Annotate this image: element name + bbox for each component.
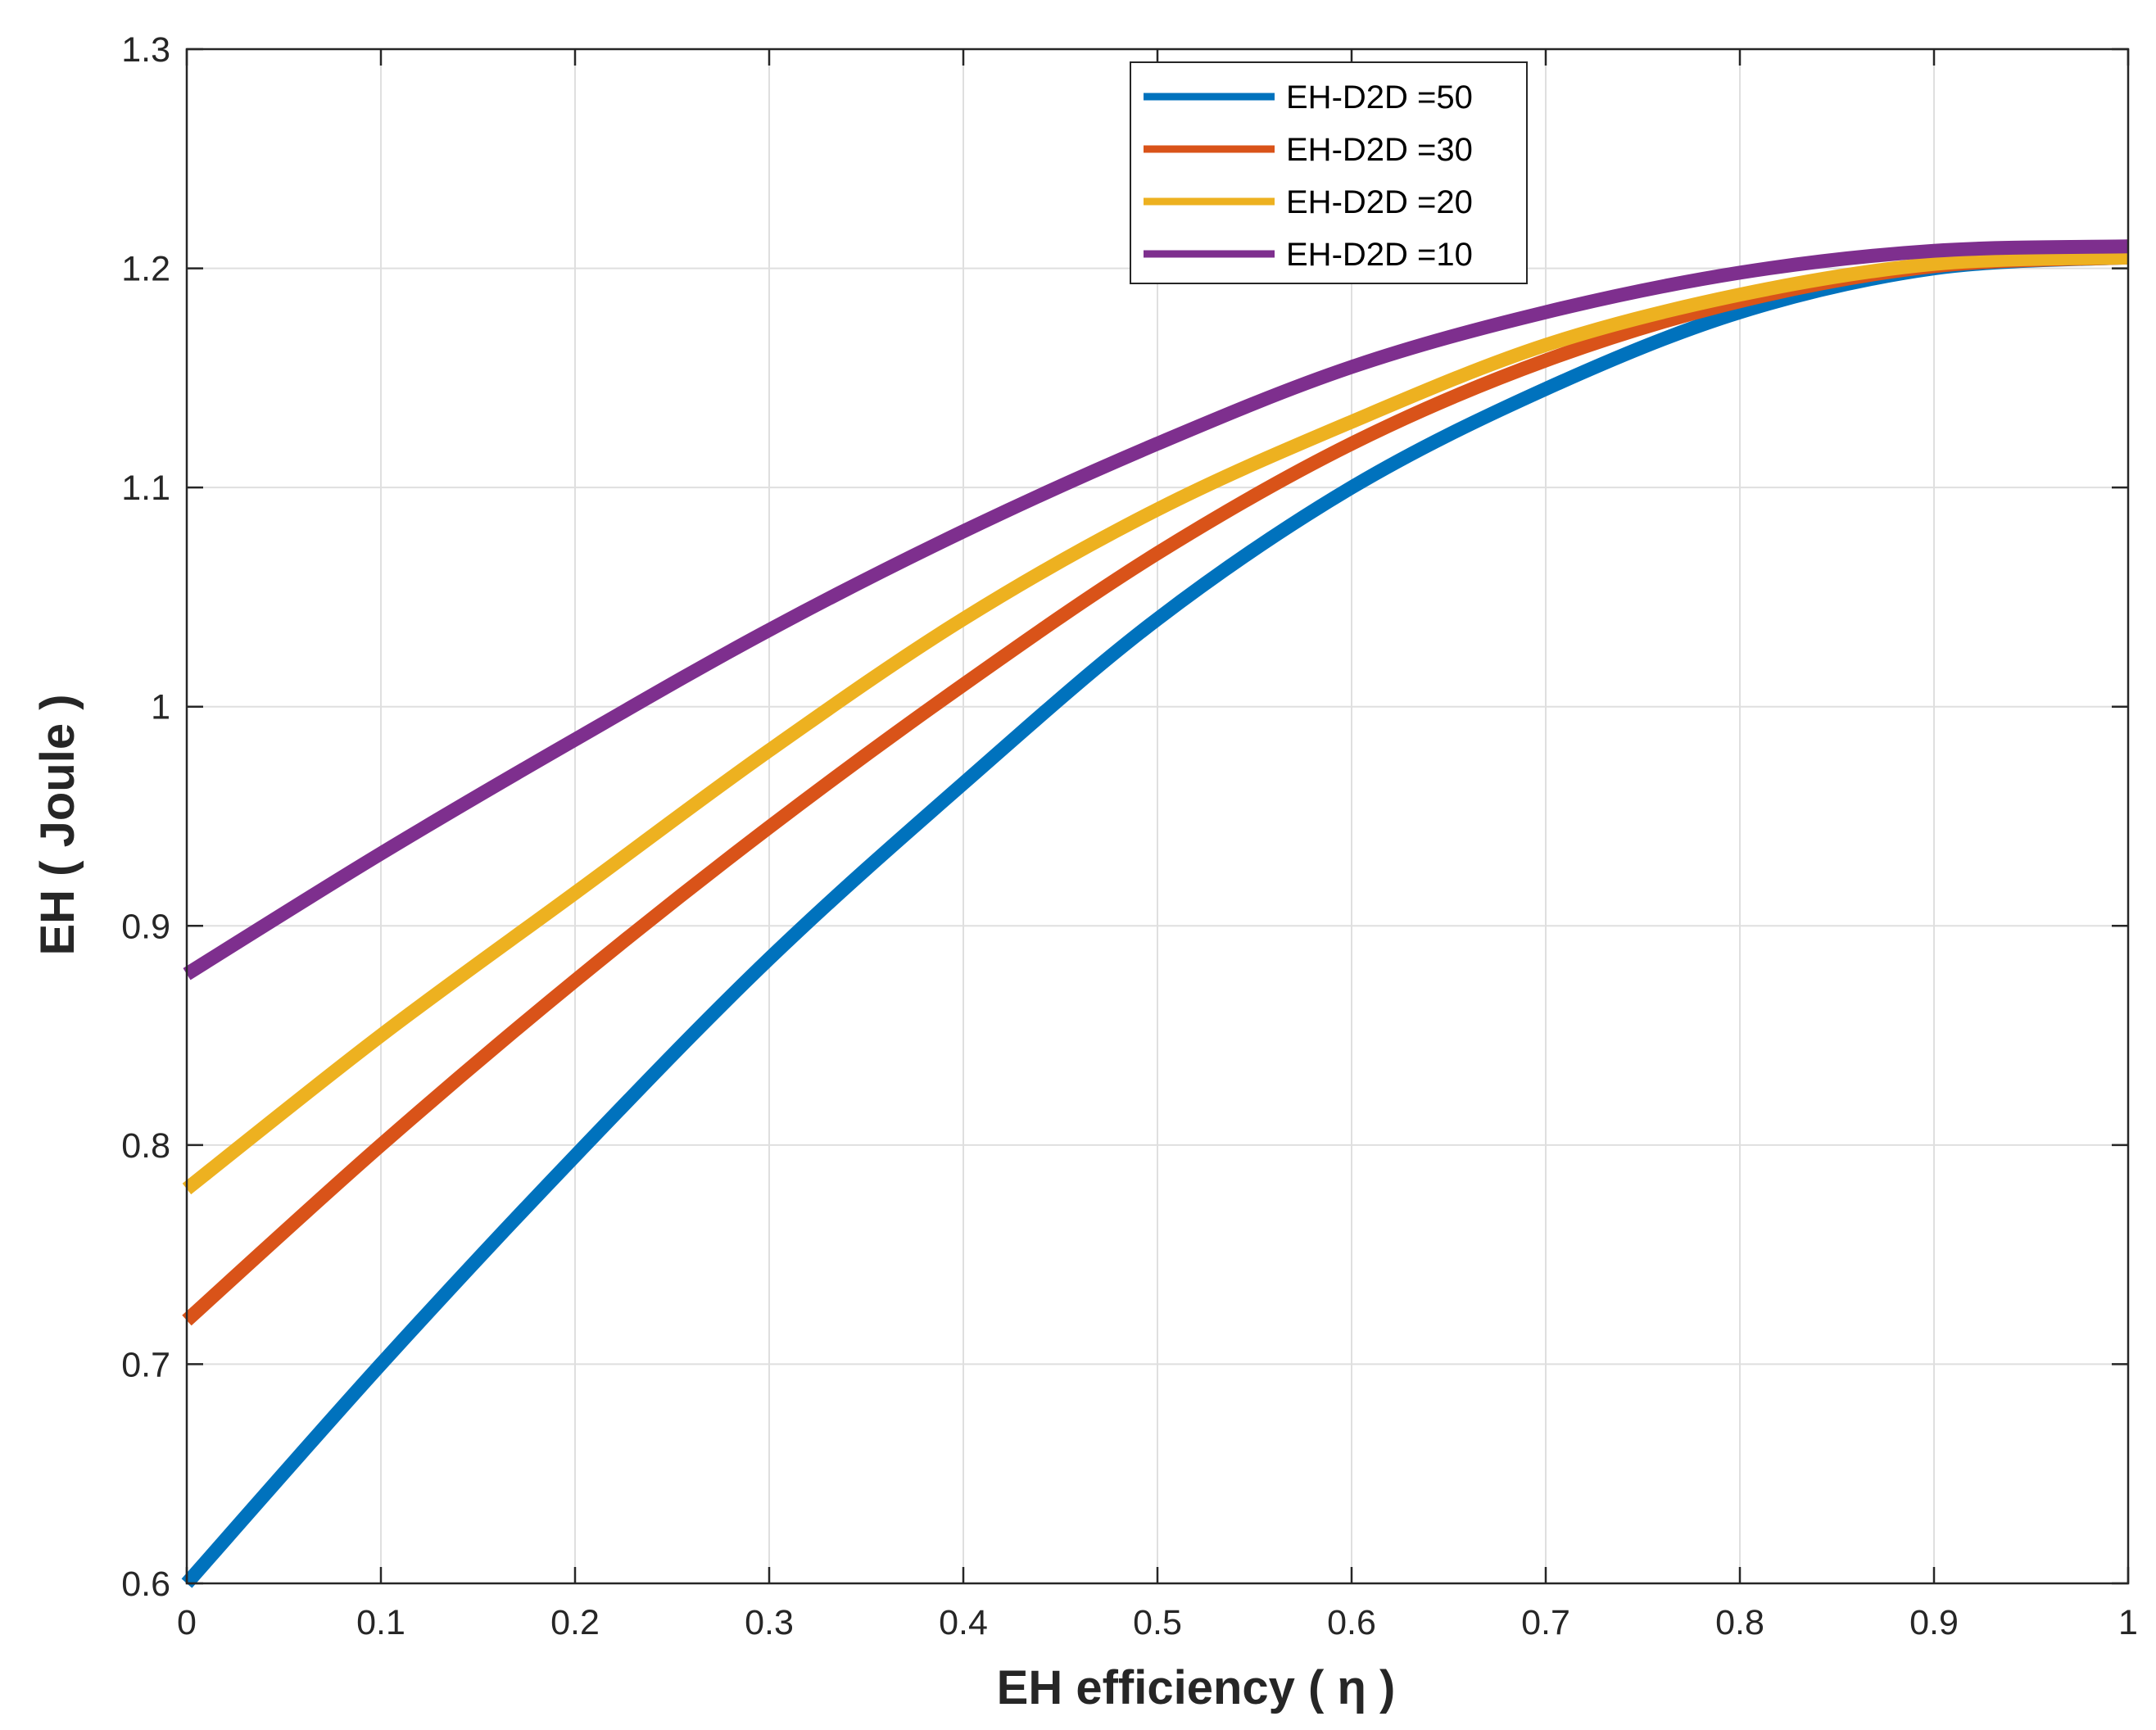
y-tick-label: 1.1 <box>121 469 170 508</box>
x-tick-label: 0.2 <box>550 1603 600 1642</box>
x-tick-label: 1 <box>2118 1603 2138 1642</box>
y-tick-labels: 0.6 0.7 0.8 0.9 1 1.1 1.2 1.3 <box>121 30 170 1604</box>
y-tick-label: 0.7 <box>121 1345 170 1384</box>
y-tick-label: 0.9 <box>121 907 170 946</box>
series-line-eh-d2d-10 <box>183 239 2129 980</box>
x-tick-labels: 0 0.1 0.2 0.3 0.4 0.5 0.6 0.7 0.8 0.9 1 <box>177 1603 2138 1642</box>
x-tick-label: 0.3 <box>745 1603 794 1642</box>
y-axis-title: EH ( Joule ) <box>31 694 84 955</box>
legend-label: EH-D2D =20 <box>1286 184 1473 220</box>
x-tick-label: 0.1 <box>356 1603 405 1642</box>
x-tick-label: 0.7 <box>1521 1603 1570 1642</box>
x-tick-label: 0.6 <box>1327 1603 1376 1642</box>
legend-label: EH-D2D =50 <box>1286 79 1473 115</box>
series-line-eh-d2d-20 <box>182 250 2129 1195</box>
x-tick-label: 0.5 <box>1133 1603 1182 1642</box>
x-tick-label: 0.8 <box>1715 1603 1764 1642</box>
y-tick-label: 1.3 <box>121 30 170 70</box>
x-axis-title: EH efficiency ( η ) <box>997 1661 1396 1714</box>
legend-label: EH-D2D =30 <box>1286 132 1473 168</box>
legend: EH-D2D =50 EH-D2D =30 EH-D2D =20 EH-D2D =10 <box>1130 61 1528 284</box>
x-tick-label: 0.4 <box>939 1603 988 1642</box>
legend-label: EH-D2D =10 <box>1286 237 1473 273</box>
series-line-eh-d2d-50 <box>181 250 2129 1588</box>
y-tick-label: 1 <box>151 688 170 727</box>
x-tick-label: 0 <box>177 1603 197 1642</box>
series-lines <box>181 239 2129 1588</box>
x-tick-label: 0.9 <box>1909 1603 1959 1642</box>
y-tick-label: 0.6 <box>121 1565 170 1604</box>
y-tick-label: 0.8 <box>121 1126 170 1166</box>
axis-ticks <box>185 48 2130 1585</box>
y-tick-label: 1.2 <box>121 250 170 289</box>
legend-items: EH-D2D =50 EH-D2D =30 EH-D2D =20 EH-D2D =10 <box>1144 79 1473 273</box>
